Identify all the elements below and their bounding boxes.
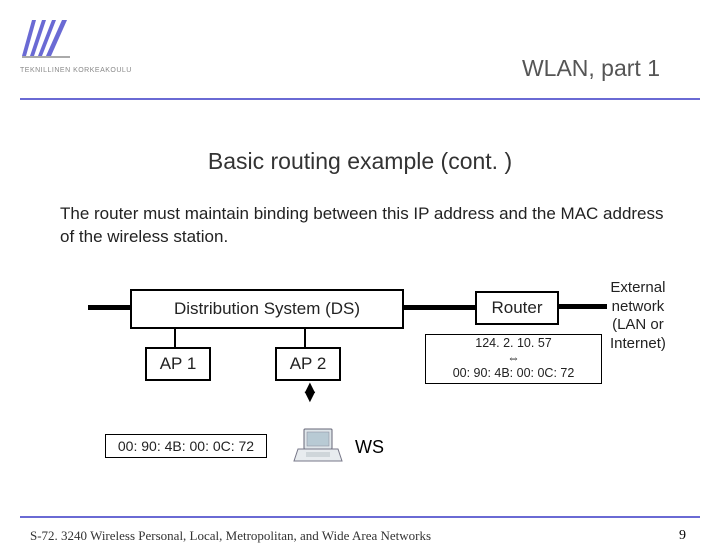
ws-label: WS	[355, 437, 384, 458]
binding-arrow-icon: ⇔	[507, 351, 520, 366]
logo-icon	[20, 18, 75, 58]
external-line4: Internet)	[610, 335, 666, 352]
slide-body-text: The router must maintain binding between…	[60, 203, 670, 249]
mac-address-box: 00: 90: 4B: 00: 0C: 72	[105, 434, 267, 458]
workstation-icon	[292, 427, 344, 470]
wireless-link-icon: ▲▼	[301, 383, 319, 401]
ap2-label: AP 2	[290, 354, 327, 374]
footer-rule	[20, 516, 700, 518]
slide-title: Basic routing example (cont. )	[0, 148, 720, 175]
page-number: 9	[679, 528, 686, 544]
external-network-label: External network (LAN or Internet)	[610, 279, 666, 354]
institution-logo: TEKNILLINEN KORKEAKOULU	[20, 18, 132, 74]
course-code: S-72. 3240 Wireless Personal, Local, Met…	[30, 528, 431, 544]
binding-box: 124. 2. 10. 57 ⇔ 00: 90: 4B: 00: 0C: 72	[425, 334, 602, 384]
ap1-label: AP 1	[160, 354, 197, 374]
external-line2: network	[612, 298, 665, 315]
institution-name: TEKNILLINEN KORKEAKOULU	[20, 67, 132, 74]
distribution-system-box: Distribution System (DS)	[130, 289, 404, 329]
router-external-link	[555, 304, 607, 309]
ap2-box: AP 2	[275, 347, 341, 381]
ds-label: Distribution System (DS)	[174, 299, 360, 319]
binding-mac: 00: 90: 4B: 00: 0C: 72	[453, 366, 575, 381]
ap1-box: AP 1	[145, 347, 211, 381]
slide-header: TEKNILLINEN KORKEAKOULU WLAN, part 1	[0, 0, 720, 120]
network-diagram: Distribution System (DS) Router AP 1 AP …	[20, 279, 700, 499]
mac-address-value: 00: 90: 4B: 00: 0C: 72	[118, 438, 254, 454]
router-box: Router	[475, 291, 559, 325]
ds-right-link	[400, 305, 475, 310]
router-label: Router	[491, 298, 542, 318]
binding-ip: 124. 2. 10. 57	[475, 336, 551, 351]
external-line1: External	[610, 279, 665, 296]
header-rule	[20, 98, 700, 100]
ds-left-link	[88, 305, 130, 310]
header-title: WLAN, part 1	[522, 55, 660, 82]
external-line3: (LAN or	[612, 316, 664, 333]
